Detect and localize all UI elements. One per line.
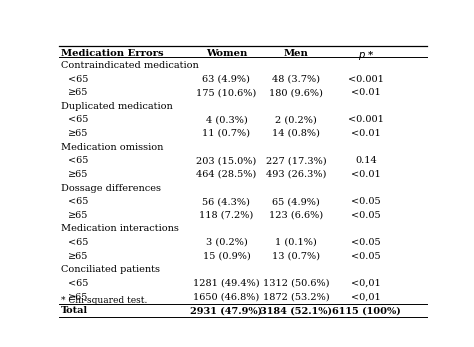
Text: Medication omission: Medication omission xyxy=(61,143,164,152)
Text: 6115 (100%): 6115 (100%) xyxy=(332,306,401,315)
Text: 2 (0.2%): 2 (0.2%) xyxy=(275,116,317,124)
Text: 227 (17.3%): 227 (17.3%) xyxy=(266,156,327,165)
Text: <0.01: <0.01 xyxy=(351,129,381,138)
Text: Men: Men xyxy=(284,49,309,58)
Text: Women: Women xyxy=(206,49,247,58)
Text: 48 (3.7%): 48 (3.7%) xyxy=(272,75,320,84)
Text: 180 (9.6%): 180 (9.6%) xyxy=(269,88,323,97)
Text: 118 (7.2%): 118 (7.2%) xyxy=(199,211,254,220)
Text: ≥65: ≥65 xyxy=(68,252,89,261)
Text: <0.001: <0.001 xyxy=(348,75,384,84)
Text: 1650 (46.8%): 1650 (46.8%) xyxy=(193,293,260,302)
Text: 3184 (52.1%): 3184 (52.1%) xyxy=(260,306,332,315)
Text: <0,01: <0,01 xyxy=(351,279,381,288)
Text: 123 (6.6%): 123 (6.6%) xyxy=(269,211,323,220)
Text: 1 (0.1%): 1 (0.1%) xyxy=(275,238,317,247)
Text: 14 (0.8%): 14 (0.8%) xyxy=(272,129,320,138)
Text: ≥65: ≥65 xyxy=(68,293,89,302)
Text: 63 (4.9%): 63 (4.9%) xyxy=(202,75,250,84)
Text: Contraindicated medication: Contraindicated medication xyxy=(61,61,199,70)
Text: ≥65: ≥65 xyxy=(68,129,89,138)
Text: 13 (0.7%): 13 (0.7%) xyxy=(272,252,320,261)
Text: Conciliated patients: Conciliated patients xyxy=(61,265,160,274)
Text: 464 (28.5%): 464 (28.5%) xyxy=(196,170,256,179)
Text: Medication interactions: Medication interactions xyxy=(61,225,179,234)
Text: 2931 (47.9%): 2931 (47.9%) xyxy=(191,306,263,315)
Text: <0,01: <0,01 xyxy=(351,293,381,302)
Text: <65: <65 xyxy=(68,197,89,206)
Text: ≥65: ≥65 xyxy=(68,211,89,220)
Text: 3 (0.2%): 3 (0.2%) xyxy=(206,238,247,247)
Text: 11 (0.7%): 11 (0.7%) xyxy=(202,129,250,138)
Text: ≥65: ≥65 xyxy=(68,88,89,97)
Text: $p$ *: $p$ * xyxy=(357,49,374,62)
Text: Total: Total xyxy=(61,306,88,315)
Text: <0.001: <0.001 xyxy=(348,116,384,124)
Text: 493 (26.3%): 493 (26.3%) xyxy=(266,170,327,179)
Text: <0.01: <0.01 xyxy=(351,170,381,179)
Text: Medication Errors: Medication Errors xyxy=(61,49,164,58)
Text: <0.05: <0.05 xyxy=(351,252,381,261)
Text: <65: <65 xyxy=(68,279,89,288)
Text: Dossage differences: Dossage differences xyxy=(61,184,161,193)
Text: <0.05: <0.05 xyxy=(351,238,381,247)
Text: Duplicated medication: Duplicated medication xyxy=(61,102,173,111)
Text: 175 (10.6%): 175 (10.6%) xyxy=(196,88,256,97)
Text: ≥65: ≥65 xyxy=(68,170,89,179)
Text: 56 (4.3%): 56 (4.3%) xyxy=(202,197,250,206)
Text: 0.14: 0.14 xyxy=(355,156,377,165)
Text: * Chi-squared test.: * Chi-squared test. xyxy=(61,296,147,305)
Text: 15 (0.9%): 15 (0.9%) xyxy=(202,252,250,261)
Text: 1312 (50.6%): 1312 (50.6%) xyxy=(263,279,329,288)
Text: <65: <65 xyxy=(68,75,89,84)
Text: <65: <65 xyxy=(68,238,89,247)
Text: <0.05: <0.05 xyxy=(351,211,381,220)
Text: <65: <65 xyxy=(68,156,89,165)
Text: <0.05: <0.05 xyxy=(351,197,381,206)
Text: <0.01: <0.01 xyxy=(351,88,381,97)
Text: <65: <65 xyxy=(68,116,89,124)
Text: 1281 (49.4%): 1281 (49.4%) xyxy=(193,279,260,288)
Text: 203 (15.0%): 203 (15.0%) xyxy=(196,156,256,165)
Text: 4 (0.3%): 4 (0.3%) xyxy=(206,116,247,124)
Text: 1872 (53.2%): 1872 (53.2%) xyxy=(263,293,329,302)
Text: 65 (4.9%): 65 (4.9%) xyxy=(273,197,320,206)
